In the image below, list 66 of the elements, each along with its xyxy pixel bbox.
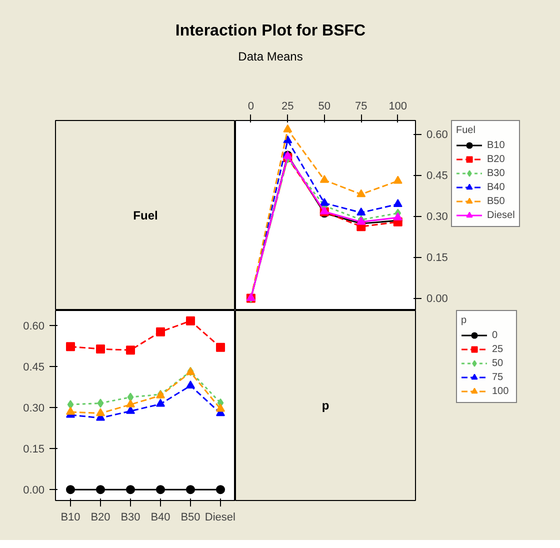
point bbox=[356, 208, 366, 216]
legend-label: 50 bbox=[492, 356, 504, 370]
legend-title: Fuel bbox=[456, 125, 476, 136]
point bbox=[97, 398, 104, 408]
x-tick-label: B10 bbox=[60, 512, 80, 524]
y-tick-label: 0.00 bbox=[426, 293, 448, 306]
point bbox=[283, 135, 292, 144]
legend-label: Diesel bbox=[487, 208, 515, 222]
x-tick-label: B50 bbox=[180, 512, 200, 524]
point bbox=[126, 485, 135, 494]
y-tick-label: 0.45 bbox=[23, 362, 45, 374]
point bbox=[320, 174, 329, 183]
x-tick-label: Diesel bbox=[204, 512, 236, 524]
legend-label: B40 bbox=[487, 180, 506, 194]
x-tick-label: 75 bbox=[355, 100, 368, 112]
legend-label: 100 bbox=[492, 384, 510, 398]
point bbox=[96, 344, 105, 354]
x-tick-label: 100 bbox=[388, 100, 408, 112]
point bbox=[126, 399, 135, 408]
x-tick-label: B20 bbox=[90, 512, 110, 524]
legend-label: B10 bbox=[487, 138, 506, 152]
point bbox=[320, 198, 329, 206]
y-tick-label: 0.15 bbox=[23, 444, 45, 456]
legend-label: B30 bbox=[487, 166, 506, 180]
y-tick-label: 0.30 bbox=[23, 402, 45, 415]
legend-label: B20 bbox=[487, 152, 506, 166]
x-tick-label: 0 bbox=[248, 100, 254, 112]
point bbox=[66, 406, 75, 415]
point bbox=[126, 346, 135, 355]
point bbox=[216, 485, 225, 494]
point bbox=[66, 485, 75, 494]
x-tick-label: 50 bbox=[318, 100, 331, 112]
x-tick-label: 25 bbox=[282, 100, 294, 112]
point bbox=[186, 316, 195, 326]
point bbox=[156, 327, 165, 336]
point bbox=[156, 398, 165, 407]
chart-title: Interaction Plot for BSFC bbox=[175, 22, 366, 40]
y-tick-label: 0.00 bbox=[23, 484, 45, 497]
x-axis-title: p bbox=[322, 398, 330, 412]
point bbox=[186, 485, 195, 494]
point bbox=[393, 176, 402, 184]
point bbox=[283, 124, 292, 132]
point bbox=[356, 189, 366, 198]
y-tick-label: 0.60 bbox=[23, 320, 45, 333]
legend-label: 75 bbox=[492, 370, 504, 384]
x-tick-label: B30 bbox=[120, 512, 140, 524]
y-tick-label: 0.45 bbox=[426, 170, 448, 182]
point bbox=[216, 342, 225, 352]
x-tick-label: B40 bbox=[150, 512, 170, 524]
y-tick-label: 0.30 bbox=[426, 211, 448, 224]
legend-label: B50 bbox=[487, 194, 506, 208]
point bbox=[66, 342, 75, 352]
point bbox=[186, 380, 195, 388]
y-tick-label: 0.60 bbox=[426, 129, 448, 142]
legend-title: p bbox=[461, 315, 468, 326]
point bbox=[216, 404, 225, 412]
point bbox=[393, 199, 402, 207]
chart-subtitle: Data Means bbox=[238, 50, 303, 64]
point bbox=[96, 408, 105, 416]
legend-label: 25 bbox=[492, 342, 504, 356]
legend-label: 0 bbox=[492, 328, 499, 342]
y-tick-label: 0.15 bbox=[426, 252, 448, 264]
x-axis-title: Fuel bbox=[133, 208, 158, 222]
point bbox=[393, 212, 402, 220]
point bbox=[96, 485, 105, 494]
point bbox=[156, 485, 165, 494]
